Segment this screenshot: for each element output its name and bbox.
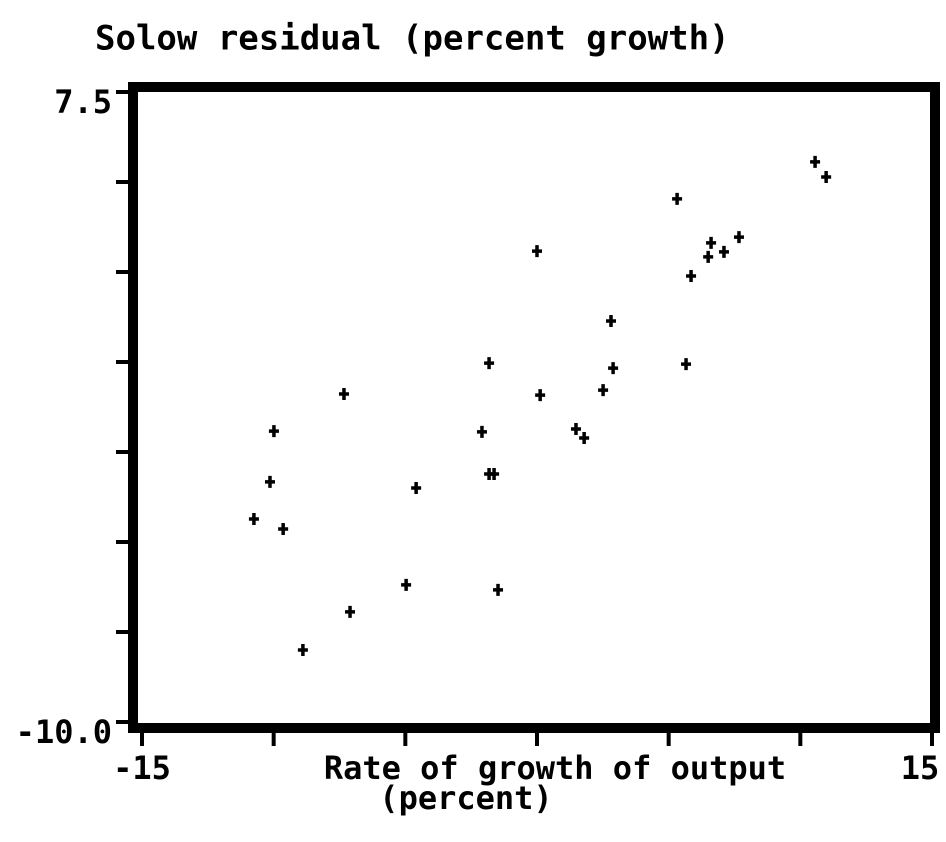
data-point: [484, 357, 495, 370]
data-point: [681, 358, 692, 371]
x-tick-label: -15: [113, 749, 171, 787]
data-point: [686, 269, 697, 282]
data-point: [733, 231, 744, 244]
data-point: [605, 314, 616, 327]
y-tick-label: -10.0: [16, 713, 112, 751]
data-point: [493, 583, 504, 596]
data-point: [297, 644, 308, 656]
data-point: [476, 425, 487, 438]
x-tick-label: 15: [901, 749, 940, 787]
data-point: [532, 245, 542, 258]
data-point: [401, 578, 412, 591]
chart-title: Solow residual (percent growth): [95, 19, 730, 59]
data-point: [718, 245, 729, 258]
data-point: [598, 384, 609, 397]
plot-frame: [128, 82, 940, 733]
data-point: [579, 431, 590, 444]
x-axis-label: (percent): [379, 779, 552, 817]
data-point: [608, 362, 619, 375]
y-tick-label: 7.5: [54, 83, 112, 121]
data-point: [821, 170, 832, 183]
data-point: [248, 512, 259, 525]
data-point: [411, 482, 422, 494]
data-point: [268, 425, 279, 438]
data-point: [535, 389, 546, 402]
data-point: [345, 605, 356, 618]
data-point: [706, 236, 717, 249]
data-point: [810, 155, 821, 168]
data-point: [264, 475, 275, 488]
data-point: [672, 192, 683, 205]
data-point: [278, 523, 289, 536]
data-point: [338, 388, 349, 401]
data-point: [703, 250, 714, 263]
data-point: [489, 467, 500, 480]
data-point: [570, 422, 581, 435]
x-axis-label: Rate of growth of output: [324, 749, 786, 787]
